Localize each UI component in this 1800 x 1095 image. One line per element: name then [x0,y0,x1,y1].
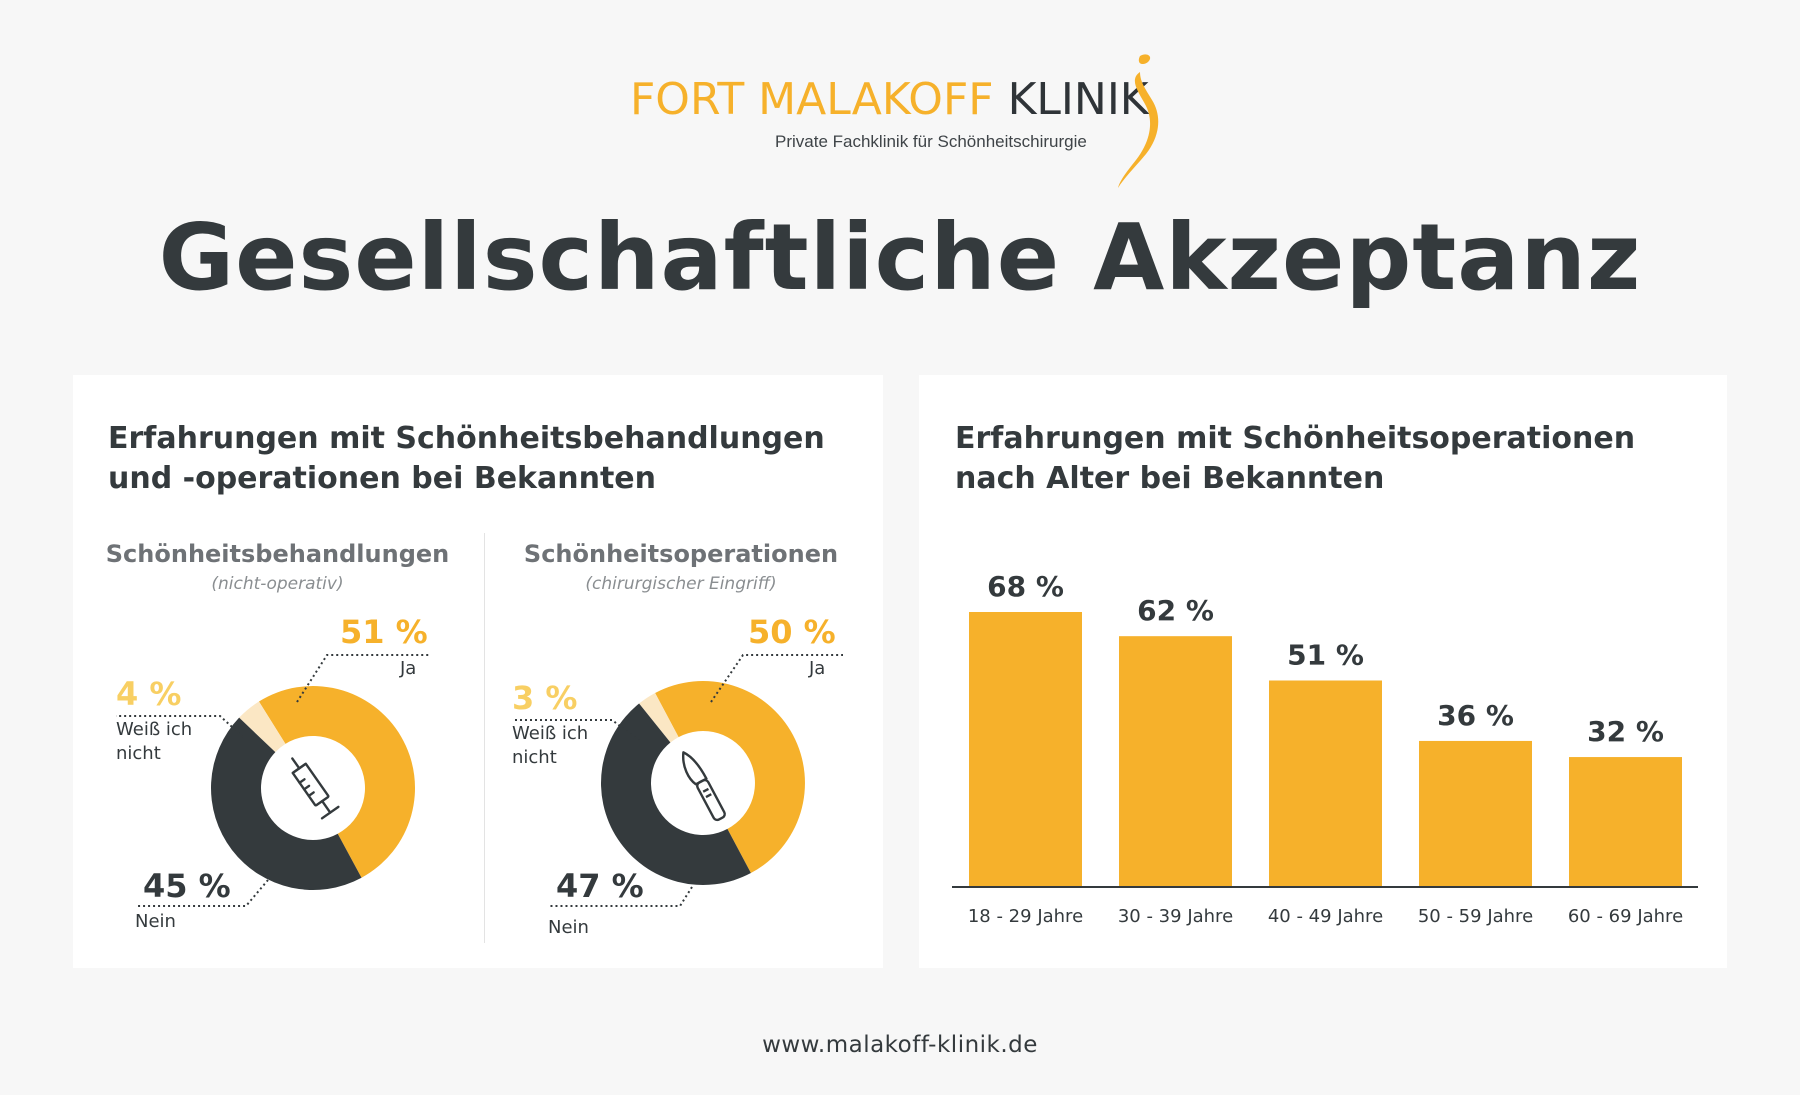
donut1-nein-label: Nein [135,911,176,932]
scalpel-icon [682,751,726,822]
donut1-weiss-nicht-value: 4 % [116,675,182,713]
donut1-ja-value: 51 % [340,613,428,651]
brand-subtitle: Private Fachklinik für Schönheitschirurg… [775,132,1087,151]
bar-4 [1419,740,1532,886]
donut2-weiss-nicht-label-line1: Weiß ich [512,723,589,744]
bar-2 [1119,636,1232,886]
left-panel-title-line1: Erfahrungen mit Schönheitsbehandlungen [108,421,825,456]
donut2-slice-nein [600,703,751,886]
bar-category-label-4: 50 - 59 Jahre [1418,906,1533,927]
right-panel-title-line2: nach Alter bei Bekannten [955,461,1385,496]
donut2-nein-value: 47 % [556,867,644,905]
bar-category-label-3: 40 - 49 Jahre [1268,906,1383,927]
bar-5 [1569,757,1682,886]
footer-url: www.malakoff-klinik.de [762,1032,1038,1058]
donut2-slice-weiss-nicht [639,692,679,743]
left-panel-title: Erfahrungen mit Schönheitsbehandlungen u… [108,419,825,499]
donut1-slice-weiss-nicht [239,701,286,753]
donut2-slice-ja [655,681,805,874]
donut2-weiss-nicht-value: 3 % [512,679,578,717]
right-panel-title: Erfahrungen mit Schönheitsoperationen na… [955,419,1635,499]
donut1-leader-ja [296,654,429,703]
donut1-weiss-nicht-label-line1: Weiß ich [116,719,193,740]
donut2-weiss-nicht-label-line2: nicht [512,747,557,768]
panel-divider [484,533,485,943]
donut1-weiss-nicht-label: Weiß ich nicht [116,718,192,766]
donut1-weiss-nicht-label-line2: nicht [116,743,161,764]
donut1-leader-nein [136,879,269,907]
brand-name-part1: FORT MALAKOFF [630,74,994,125]
donut2-leader-ja [710,654,843,703]
right-panel-title-line1: Erfahrungen mit Schönheitsoperationen [955,421,1636,456]
donut1-subheading: (nicht-operativ) [211,574,344,594]
donut2-weiss-nicht-label: Weiß ich nicht [512,722,588,770]
donut2-leader-weiss-nicht [512,719,641,742]
bar-value-label-2: 62 % [1137,594,1214,627]
donut2-ja-value: 50 % [748,613,836,651]
bar-1 [969,612,1082,886]
donut2-nein-label: Nein [548,917,589,938]
donut1-ja-label: Ja [400,658,417,679]
bar-category-label-5: 60 - 69 Jahre [1568,906,1683,927]
brand-name-part2: KLINIK [1007,74,1149,125]
donut1-leader-weiss-nicht [116,715,244,738]
syringe-icon [291,757,340,820]
bar-value-label-1: 68 % [987,570,1064,603]
bar-value-label-5: 32 % [1587,715,1664,748]
left-panel-title-line2: und -operationen bei Bekannten [108,461,657,496]
bar-value-label-4: 36 % [1437,699,1514,732]
donut1-slice-nein [210,717,362,891]
bar-value-label-3: 51 % [1287,639,1364,672]
donut1-heading: Schönheitsbehandlungen [105,540,450,568]
donut1-nein-value: 45 % [143,867,231,905]
brand-logo-text: FORT MALAKOFF KLINIK [630,78,1149,122]
bar-category-label-2: 30 - 39 Jahre [1118,906,1233,927]
bar-3 [1269,680,1382,886]
bar-category-label-1: 18 - 29 Jahre [968,906,1083,927]
donut2-ja-label: Ja [809,658,826,679]
page-title: Gesellschaftliche Akzeptanz [158,204,1642,311]
donut2-subheading: (chirurgischer Eingriff) [585,574,777,594]
brand-figure-icon [1118,54,1159,188]
donut1-slice-ja [258,686,415,878]
donut2-heading: Schönheitsoperationen [523,540,839,568]
